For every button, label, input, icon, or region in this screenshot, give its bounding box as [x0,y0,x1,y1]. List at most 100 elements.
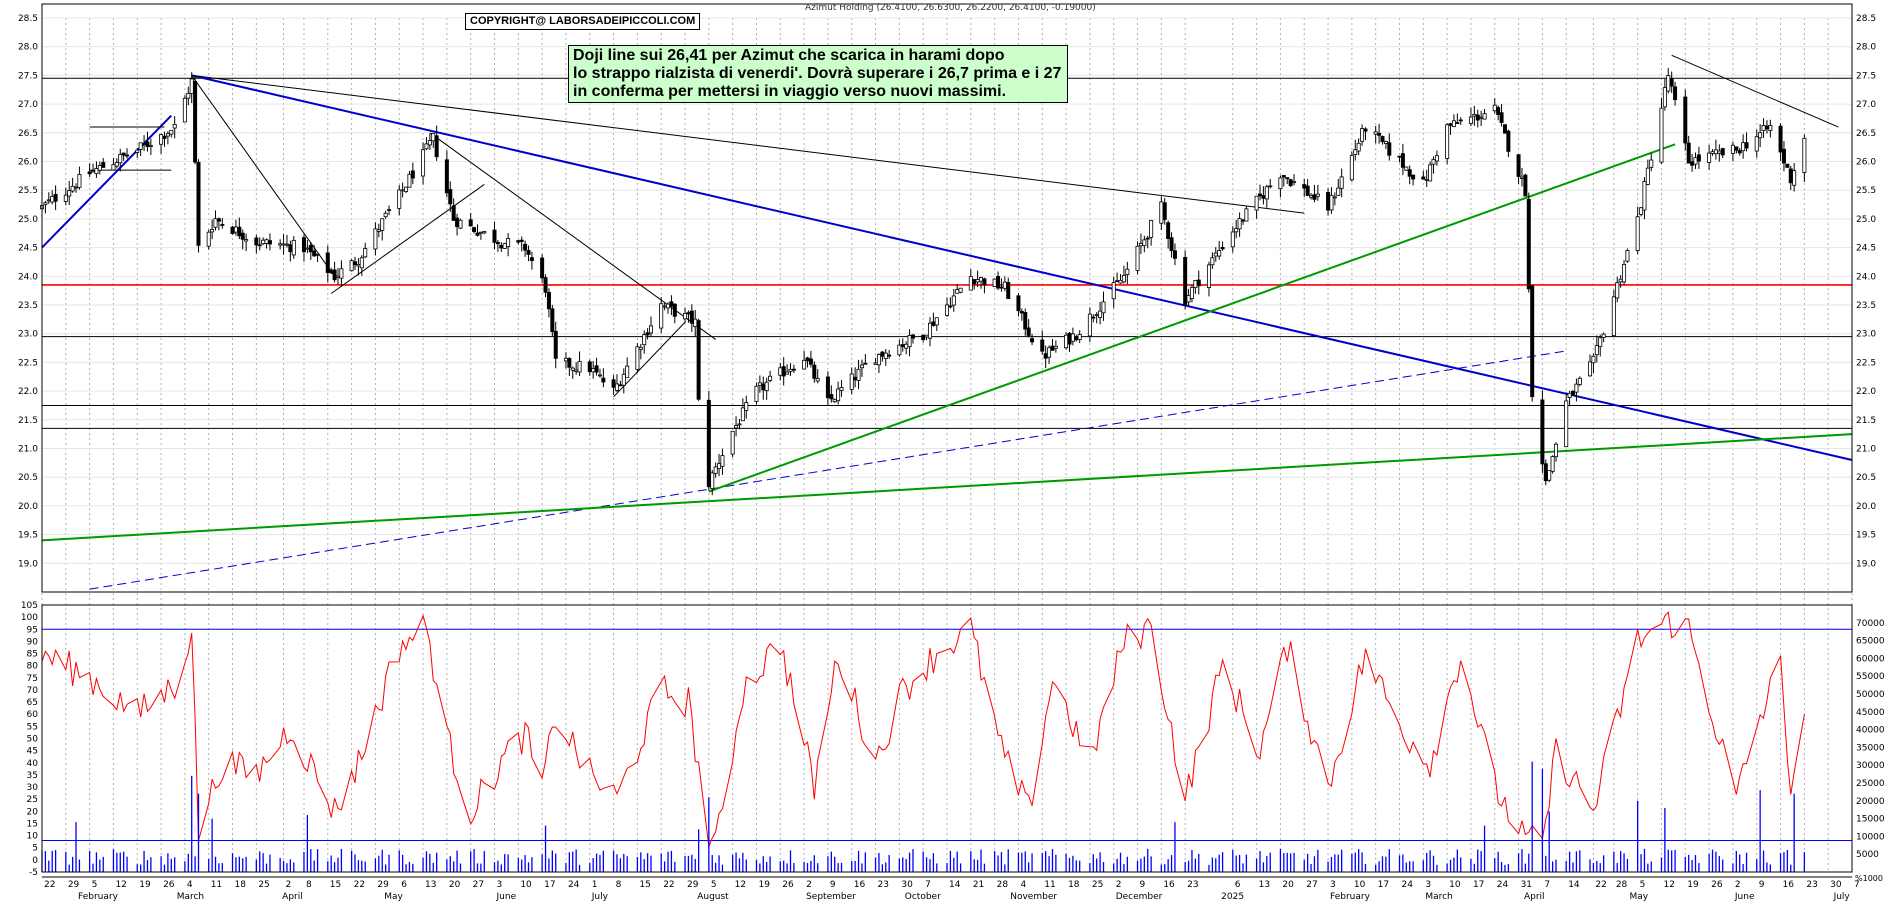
candle [1445,123,1450,165]
candle-body [125,154,130,157]
x-day-label: 29 [687,880,699,890]
candle-body [744,402,749,411]
candle-body [1040,339,1045,352]
candle-body [172,124,177,129]
oscillator-tick: 5 [32,844,38,854]
candle [1615,276,1620,303]
candle [720,448,725,475]
candle-body [353,261,358,266]
x-day-label: 2 [1116,880,1122,890]
candle [880,350,885,362]
candle [1166,220,1171,249]
candle [825,371,830,406]
candle [1516,154,1521,185]
candle-body [1639,207,1644,215]
candle [1710,149,1715,156]
volume-tick: 50000 [1856,690,1885,700]
candle-body [1710,151,1715,154]
candle-body [1496,107,1501,115]
candle-body [880,351,885,357]
candle [97,161,102,175]
candle [1183,250,1188,310]
candle-body [887,354,892,357]
candle-body [1428,164,1433,182]
candle [1064,332,1069,350]
candle-body [1547,469,1552,481]
candle [1023,308,1028,336]
candle-body [1594,345,1599,356]
candle [863,354,868,365]
x-day-label: 2 [286,880,292,890]
x-month-label: February [78,892,119,902]
candle [50,190,55,205]
price-tick-right: 25.0 [1856,215,1876,225]
candle-body [601,377,606,383]
candle [376,223,381,238]
oscillator-tick: 35 [27,771,38,781]
x-day-label: 5 [711,880,717,890]
candle-body [1577,377,1582,386]
candle [1210,252,1215,269]
candle-body [1690,161,1695,166]
candle [1744,132,1749,152]
candle [574,362,579,375]
candle-body [468,219,473,227]
candle [70,177,75,193]
candle [1618,275,1623,288]
candle [233,219,238,236]
candle-body [1332,196,1337,199]
oscillator-line [41,610,1805,847]
candle [1523,173,1528,197]
candle-body [587,361,592,373]
x-day-label: 2 [1735,880,1741,890]
candle [577,351,582,376]
x-day-label: 23 [1806,880,1817,890]
candle [1802,134,1807,182]
candle [1159,196,1164,230]
candle-body [77,173,82,188]
oscillator-tick: 65 [27,698,38,708]
candle [169,129,174,138]
oscillator-tick: 75 [27,674,38,684]
x-day-label: 26 [782,880,794,890]
candle-body [734,425,739,429]
x-day-label: 4 [1020,880,1026,890]
candle-body [754,385,759,402]
candle-body [1077,334,1082,340]
candle-body [931,321,936,326]
candle-body [1210,257,1215,266]
candle [1554,442,1559,462]
candle [666,302,671,314]
candle-body [301,237,306,253]
candle-body [761,383,766,391]
price-tick-right: 25.5 [1856,186,1876,196]
candle-body [1206,264,1211,288]
oscillator-panel-frame [41,604,1853,873]
x-month-label: April [282,892,303,902]
candle [1598,334,1603,357]
candle-body [1261,195,1266,199]
candle [706,391,711,491]
x-month-label: April [1524,892,1545,902]
candle-body [567,358,572,368]
candle-body [455,217,460,227]
candle-body [220,224,225,226]
candle-body [159,134,164,145]
candle [308,242,313,260]
candle-body [693,318,698,327]
candle [1662,78,1667,111]
candle [550,304,555,337]
x-day-label: 11 [1044,880,1055,890]
candle-body [1502,124,1507,134]
candle-body [240,232,245,240]
candle-body [1172,250,1177,259]
candle-body [1094,314,1099,316]
candle-body [812,364,817,379]
candle [77,166,82,190]
candle [1778,123,1783,161]
candle [312,245,317,257]
candle-body [1101,301,1106,314]
price-tick-left: 21.5 [18,416,38,426]
candle-body [111,164,116,171]
candle-body [376,229,381,232]
